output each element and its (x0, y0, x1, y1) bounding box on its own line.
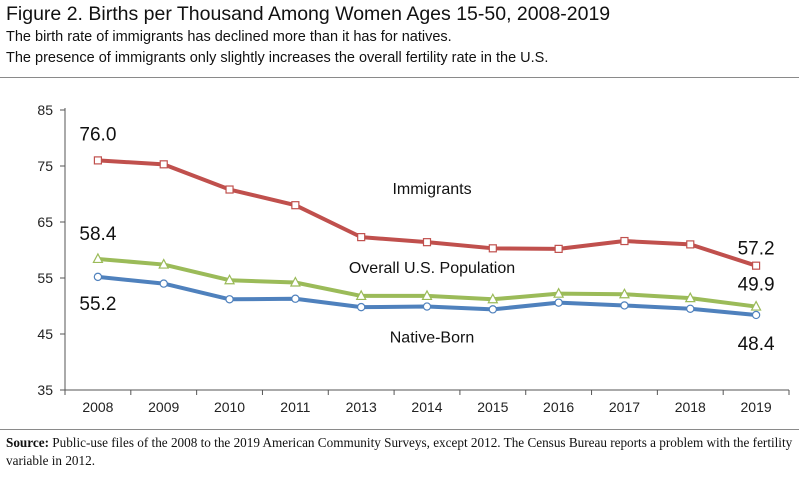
data-point (554, 298, 563, 307)
data-label-last: 57.2 (738, 239, 775, 260)
y-tick-label: 85 (37, 102, 53, 118)
data-point (750, 300, 762, 311)
data-point (291, 201, 300, 210)
data-label-first: 55.2 (79, 294, 116, 315)
series-name-label: Native-Born (390, 330, 474, 347)
data-label-last: 48.4 (738, 334, 775, 355)
series-line (95, 158, 759, 268)
x-tick-label: 2017 (609, 399, 640, 415)
x-tick-label: 2018 (675, 399, 706, 415)
y-tick-label: 55 (37, 270, 53, 286)
data-point (620, 301, 629, 310)
series-native-born (93, 272, 761, 320)
data-point (422, 302, 432, 311)
source-label: Source: (6, 435, 49, 450)
data-point (751, 310, 761, 320)
data-label-first: 58.4 (79, 224, 116, 245)
x-tick-label: 2019 (741, 399, 772, 415)
x-tick-label: 2013 (346, 399, 377, 415)
data-point (487, 292, 499, 304)
x-tick-label: 2016 (543, 399, 574, 415)
data-point (488, 244, 497, 253)
series-name-label: Overall U.S. Population (349, 260, 515, 277)
data-point (159, 160, 168, 169)
source-note: Source: Public-use files of the 2008 to … (6, 434, 794, 470)
data-point (684, 291, 696, 303)
series-immigrants (93, 156, 761, 270)
line-chart: 35 45 55 65 75 85 2008 2009 2010 2011 2013 2014 2015… (37, 102, 790, 415)
data-point (355, 289, 367, 301)
data-point (225, 185, 234, 194)
chart-title: Figure 2. Births per Thousand Among Wome… (6, 3, 611, 25)
y-tick-label: 75 (37, 158, 53, 174)
y-tick-label: 35 (37, 382, 53, 398)
data-point (620, 236, 629, 246)
data-point (158, 258, 170, 269)
series-layer (92, 156, 762, 320)
y-tick-label: 45 (37, 326, 53, 342)
axes: 35 45 55 65 75 85 2008 2009 2010 2011 2013 2014 2015… (37, 102, 790, 415)
data-point (422, 238, 432, 247)
data-point (554, 244, 563, 253)
x-tick-label: 2015 (477, 399, 508, 415)
data-point (92, 252, 104, 264)
data-point (224, 273, 236, 285)
data-point (291, 294, 300, 303)
data-point (488, 305, 498, 314)
data-point (421, 289, 433, 301)
chart-subtitle-1: The birth rate of immigrants has decline… (6, 29, 452, 45)
data-point (553, 287, 565, 298)
data-label-first: 76.0 (79, 124, 116, 145)
labels-layer: Immigrants 76.0 57.2 Overall U.S. Populatio… (79, 124, 775, 355)
data-point (357, 233, 366, 242)
chart-subtitle-2: The presence of immigrants only slightly… (6, 50, 549, 66)
x-tick-label: 2014 (411, 399, 442, 415)
data-point (618, 287, 630, 299)
data-point (93, 272, 103, 282)
data-point (751, 261, 761, 270)
x-tick-label: 2010 (214, 399, 245, 415)
x-tick-label: 2009 (148, 399, 179, 415)
x-tick-label: 2008 (82, 399, 113, 415)
data-point (93, 156, 103, 165)
data-point (159, 279, 168, 288)
data-point (356, 302, 366, 312)
data-point (225, 295, 234, 304)
chart-frame (0, 77, 799, 430)
x-tick-label: 2011 (280, 399, 310, 415)
series-name-label: Immigrants (392, 181, 471, 198)
source-text: Public-use files of the 2008 to the 2019… (6, 435, 793, 468)
data-label-last: 49.9 (738, 275, 775, 296)
data-point (686, 304, 695, 313)
data-point (686, 240, 695, 249)
y-tick-label: 65 (37, 214, 53, 230)
series-overall-u-s-population (92, 252, 762, 311)
data-point (289, 276, 301, 287)
